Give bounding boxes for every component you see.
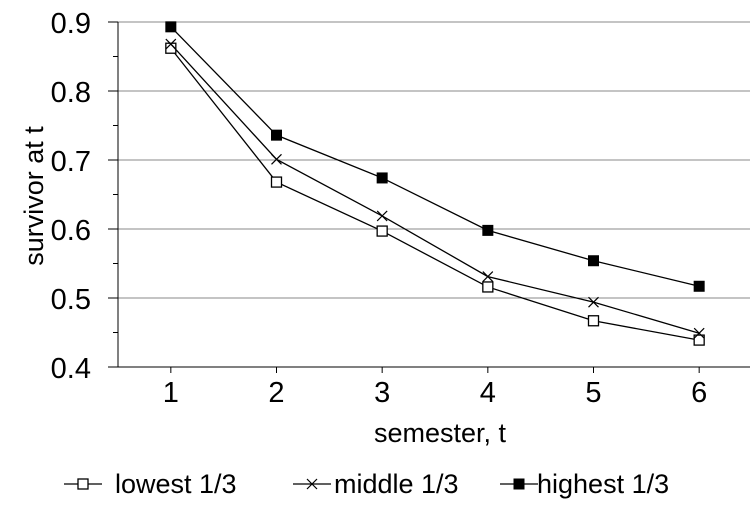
legend-label: highest 1/3 <box>537 469 669 499</box>
data-point <box>165 42 177 54</box>
x-tick-label: 4 <box>480 377 496 409</box>
legend-marker <box>77 478 89 490</box>
series-layer <box>165 21 705 346</box>
x-marker-stroke <box>588 296 599 308</box>
x-tick-label: 6 <box>691 377 707 409</box>
x-marker-stroke <box>693 327 705 339</box>
series-line <box>170 26 700 287</box>
x-tick-label: 5 <box>585 377 601 409</box>
y-axis-label: survivor at t <box>19 126 49 266</box>
data-point <box>693 327 705 339</box>
legend-label: lowest 1/3 <box>115 469 237 499</box>
y-tick-label: 0.8 <box>51 77 91 109</box>
data-point <box>693 280 705 292</box>
data-point <box>270 176 283 188</box>
legend-label: middle 1/3 <box>334 469 459 499</box>
x-marker-stroke <box>306 478 318 490</box>
y-tick-label: 0.6 <box>51 215 91 247</box>
data-point <box>482 271 494 283</box>
series-highest-1-3 <box>165 21 705 292</box>
data-point <box>588 296 599 308</box>
series-line <box>170 47 700 341</box>
tick-labels: 0.4 0.5 0.6 0.7 0.8 0.9 1 2 3 4 5 6 <box>51 8 708 409</box>
data-point <box>376 210 388 222</box>
data-point <box>482 281 494 293</box>
legend-marker <box>513 478 525 490</box>
y-tick-label: 0.9 <box>51 8 91 40</box>
y-tick-label: 0.4 <box>51 353 91 385</box>
series-line <box>170 43 700 334</box>
data-point <box>376 225 388 237</box>
legend-marker <box>306 478 318 490</box>
legend-item: middle 1/3 <box>293 469 459 499</box>
gridlines <box>118 21 750 299</box>
axes <box>108 21 750 373</box>
data-point <box>271 153 282 165</box>
data-point <box>165 21 177 33</box>
x-tick-label: 1 <box>163 377 179 409</box>
series-middle-1-3 <box>165 38 705 339</box>
x-marker-stroke <box>165 38 177 50</box>
x-marker-stroke <box>482 271 494 283</box>
x-axis-label: semester, t <box>374 418 507 448</box>
data-point <box>165 38 177 50</box>
data-point <box>482 224 494 236</box>
y-tick-label: 0.5 <box>51 284 91 316</box>
legend-item: lowest 1/3 <box>64 469 237 499</box>
data-point <box>587 315 600 327</box>
data-point <box>376 172 388 184</box>
series-lowest-1-3 <box>165 42 705 346</box>
x-marker-stroke <box>271 153 282 165</box>
x-tick-label: 2 <box>268 377 284 409</box>
x-tick-label: 3 <box>374 377 390 409</box>
legend: lowest 1/3 middle 1/3 highest 1/3 <box>64 469 669 499</box>
data-point <box>588 255 599 267</box>
y-tick-label: 0.7 <box>51 146 91 178</box>
x-marker-stroke <box>376 210 388 222</box>
data-point <box>271 129 282 141</box>
data-point <box>693 334 705 346</box>
legend-item: highest 1/3 <box>500 469 669 499</box>
